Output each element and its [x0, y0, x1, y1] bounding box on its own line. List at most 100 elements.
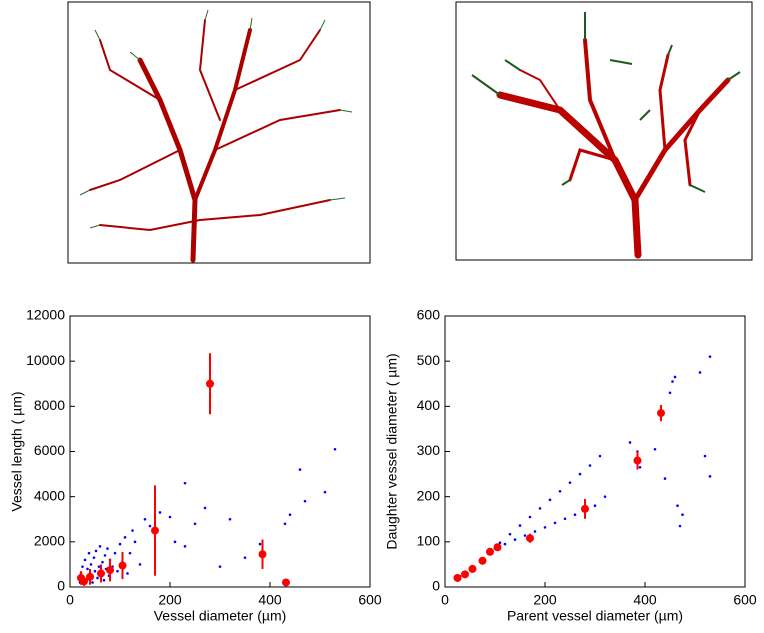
- data-point: [303, 499, 307, 503]
- data-point: [96, 576, 99, 580]
- data-point: [92, 556, 96, 559]
- x-tick-label: 0: [441, 592, 449, 608]
- data-point: [703, 454, 707, 458]
- data-point: [671, 380, 674, 383]
- y-tick-label: 500: [417, 352, 441, 368]
- data-point: [518, 524, 522, 527]
- x-axis-label: Parent vessel diameter (µm): [507, 608, 683, 624]
- data-point: [103, 554, 107, 557]
- data-point: [593, 504, 597, 508]
- data-point: [533, 530, 537, 533]
- data-point: [258, 542, 262, 546]
- tree-right: [455, 1, 753, 261]
- y-tick-label: 200: [417, 487, 441, 503]
- data-point: [568, 481, 572, 484]
- data-point: [323, 490, 327, 494]
- y-tick-label: 600: [417, 307, 441, 323]
- data-point: [283, 522, 287, 526]
- mean-point: [106, 566, 114, 575]
- data-point: [228, 517, 232, 521]
- mean-point: [657, 409, 665, 418]
- data-point: [333, 447, 337, 451]
- mean-point: [453, 573, 462, 582]
- data-point: [86, 567, 89, 571]
- data-point: [173, 540, 177, 544]
- data-point: [218, 565, 222, 568]
- y-tick-label: 300: [417, 442, 441, 458]
- data-point: [563, 517, 567, 521]
- data-point: [603, 495, 607, 498]
- data-point: [131, 529, 134, 532]
- y-tick-label: 0: [57, 578, 65, 594]
- data-point: [573, 513, 577, 517]
- data-point: [128, 551, 132, 555]
- data-point: [143, 517, 147, 521]
- data-point: [708, 475, 712, 478]
- data-point: [298, 468, 302, 471]
- y-tick-label: 4000: [34, 487, 65, 503]
- data-point: [528, 515, 532, 519]
- data-point: [653, 447, 657, 451]
- data-point: [89, 563, 93, 566]
- y-tick-label: 0: [432, 578, 440, 594]
- data-point: [288, 513, 292, 517]
- y-axis-label: Daughter vessel diameter ( µm): [384, 353, 400, 549]
- data-point: [148, 524, 152, 528]
- y-axis-label: Vessel length ( µm): [9, 391, 25, 511]
- data-point: [123, 536, 127, 539]
- data-point: [663, 477, 667, 480]
- data-point: [508, 532, 512, 536]
- data-point: [543, 526, 547, 529]
- mean-point: [468, 564, 477, 573]
- mean-point: [486, 547, 494, 556]
- data-point: [553, 521, 557, 525]
- mean-point: [206, 379, 214, 388]
- data-point: [183, 545, 187, 548]
- data-point: [698, 371, 702, 374]
- data-point: [678, 524, 682, 528]
- data-point: [183, 481, 187, 485]
- data-point: [101, 560, 104, 564]
- data-point: [94, 549, 98, 553]
- x-tick-label: 600: [733, 592, 757, 608]
- mean-point: [478, 556, 487, 565]
- y-tick-label: 100: [417, 533, 441, 549]
- data-point: [116, 569, 119, 573]
- data-point: [168, 515, 172, 519]
- data-point: [193, 522, 197, 526]
- data-point: [548, 498, 552, 502]
- data-point: [578, 472, 582, 476]
- data-point: [113, 551, 117, 555]
- mean-point: [461, 570, 469, 579]
- data-point: [97, 565, 101, 568]
- x-axis-label: Vessel diameter (µm): [154, 608, 287, 624]
- mean-point: [526, 534, 534, 543]
- data-point: [628, 441, 632, 444]
- data-point: [133, 540, 137, 544]
- data-point: [126, 572, 129, 575]
- data-point: [87, 551, 91, 555]
- data-point: [558, 489, 562, 493]
- data-point: [118, 542, 122, 546]
- data-point: [588, 464, 592, 467]
- data-point: [91, 581, 94, 584]
- mean-point: [118, 561, 127, 570]
- x-tick-label: 200: [158, 592, 182, 608]
- plot-area: [69, 315, 371, 588]
- data-point: [708, 355, 712, 358]
- data-point: [676, 504, 679, 508]
- data-point: [243, 556, 247, 559]
- data-point: [598, 454, 602, 458]
- data-point: [93, 569, 97, 573]
- x-tick-label: 400: [258, 592, 282, 608]
- data-point: [503, 542, 507, 546]
- data-point: [83, 558, 87, 562]
- data-point: [106, 547, 109, 550]
- mean-point: [493, 543, 502, 552]
- mean-point: [633, 456, 642, 465]
- data-point: [513, 538, 517, 541]
- data-point: [498, 541, 502, 545]
- mean-point: [581, 504, 589, 513]
- data-point: [681, 513, 684, 517]
- data-point: [98, 545, 102, 548]
